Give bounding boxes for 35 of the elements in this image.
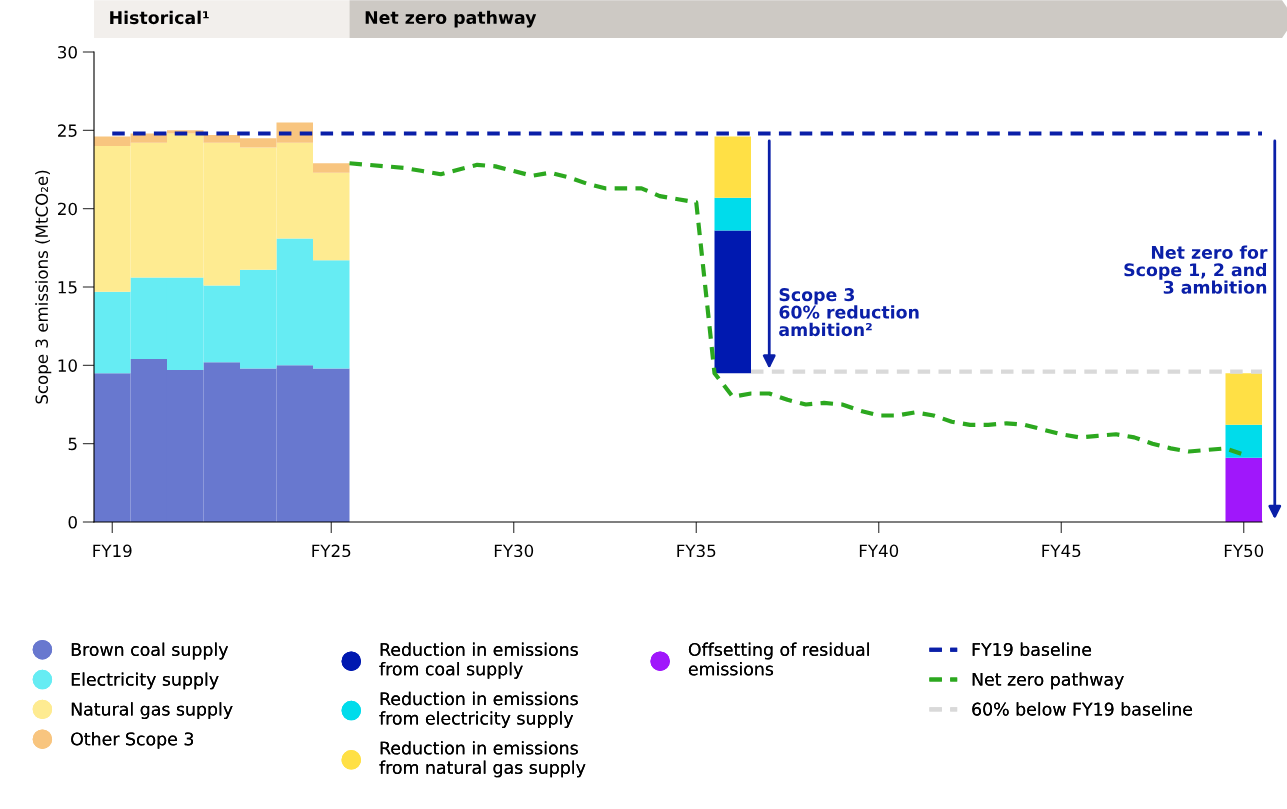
- x-tick-label: FY25: [312, 544, 351, 558]
- y-tick-label: 15: [58, 281, 77, 294]
- y-axis-title: Scope 3 emissions (MtCO₂e): [35, 170, 52, 404]
- x-tick-label: FY45: [1042, 544, 1081, 558]
- x-tick-label: FY40: [859, 544, 899, 558]
- annotation: Scope 3 60% reduction ambition²: [779, 288, 919, 337]
- y-tick-label: 10: [58, 359, 77, 372]
- y-tick-label: 20: [58, 202, 77, 216]
- x-tick-label: FY50: [1224, 544, 1264, 558]
- legend-label: 60% below FY19 baseline: [972, 702, 1193, 716]
- legend-label: Natural gas supply: [71, 702, 233, 720]
- text: Historical¹: [110, 10, 209, 25]
- bar: [1225, 373, 1262, 425]
- legend-label: Electricity supply: [71, 672, 219, 690]
- x-tick-label: FY35: [677, 544, 716, 558]
- bar: [313, 163, 350, 173]
- y-tick-label: 25: [58, 124, 77, 137]
- text: Net zero pathway: [365, 10, 537, 28]
- legend-label: Brown coal supply: [71, 642, 228, 660]
- legend-label: Reduction in emissions from electricity supply: [379, 691, 578, 729]
- legend-label: Other Scope 3: [71, 732, 194, 749]
- y-tick-label: 30: [58, 45, 77, 59]
- x-tick-label: FY30: [494, 544, 534, 558]
- legend-label: FY19 baseline: [972, 642, 1092, 657]
- legend-label: Offsetting of residual emissions: [688, 642, 869, 676]
- y-tick-label: 5: [68, 437, 77, 451]
- y-tick-label: 0: [68, 515, 77, 529]
- x-tick-label: FY19: [93, 544, 132, 558]
- annotation: Net zero for Scope 1, 2 and 3 ambition: [1124, 245, 1268, 294]
- bar: [1225, 424, 1262, 458]
- bar: [714, 230, 751, 374]
- legend-label: Reduction in emissions from natural gas supply: [379, 741, 586, 778]
- bar: [1225, 457, 1262, 522]
- legend-label: Net zero pathway: [972, 672, 1124, 690]
- legend-label: Reduction in emissions from coal supply: [379, 642, 578, 679]
